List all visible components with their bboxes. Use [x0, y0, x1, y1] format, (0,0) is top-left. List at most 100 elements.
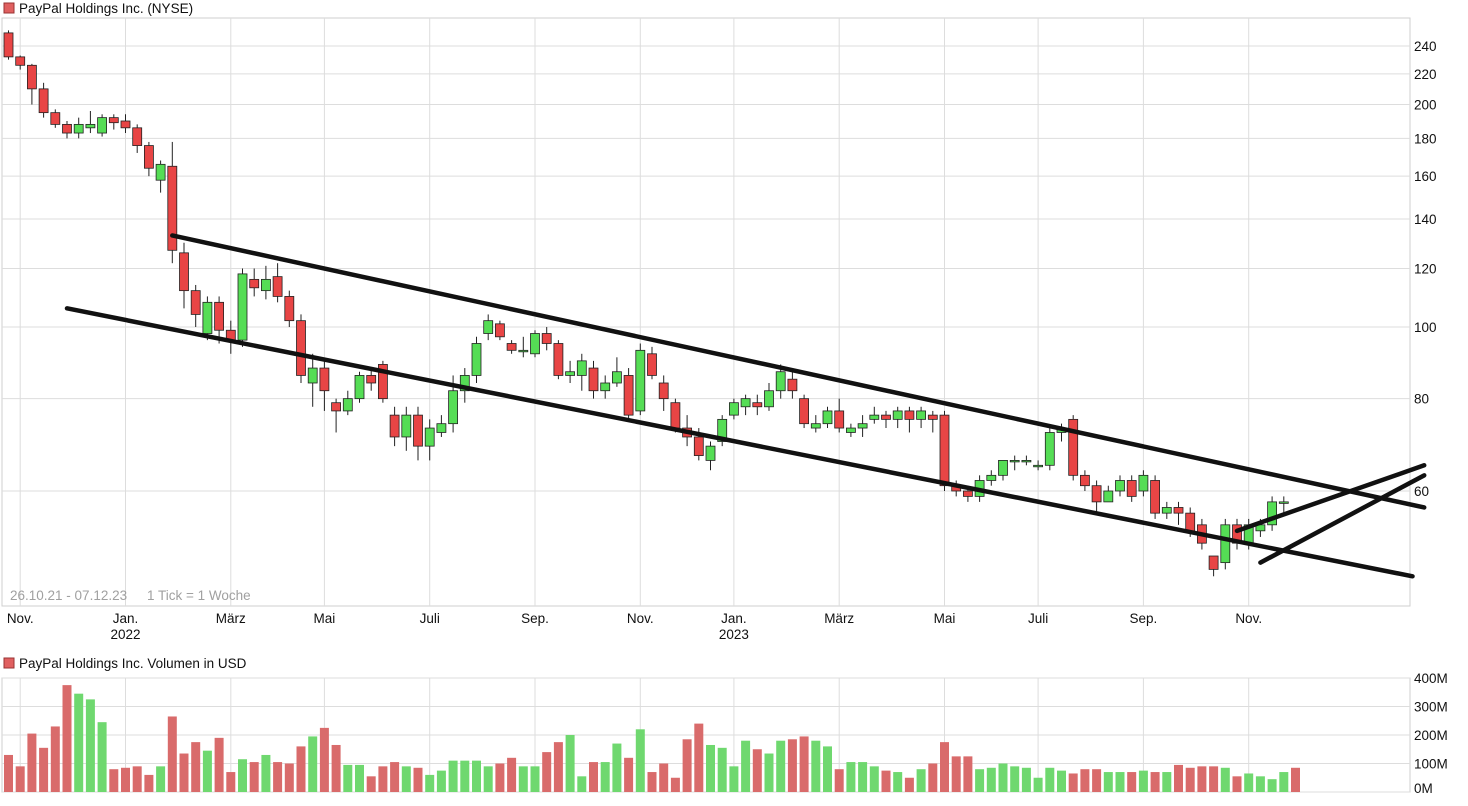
price-y-tick-label: 80	[1414, 392, 1429, 407]
candle	[97, 114, 107, 137]
volume-bar	[799, 736, 809, 792]
price-y-tick-label: 240	[1414, 39, 1437, 54]
candle	[249, 268, 260, 297]
candle-body-down	[1173, 507, 1184, 514]
volume-bar	[811, 740, 821, 792]
price-y-axis: 240 220 200 180 160 140 120 100 80 60	[1414, 39, 1437, 499]
candle-body-up	[916, 410, 926, 420]
volume-bar	[144, 774, 154, 792]
candle-body-down	[670, 402, 681, 429]
candle	[342, 390, 353, 416]
volume-bar	[858, 762, 868, 792]
candle-body-down	[658, 382, 669, 400]
candle-body-down	[143, 145, 154, 169]
candle	[822, 406, 833, 429]
volume-bar	[214, 737, 224, 792]
candle-body-down	[377, 364, 388, 400]
candle	[202, 296, 213, 341]
candle-body-up	[448, 390, 459, 425]
candle-body-up	[342, 398, 353, 412]
volume-bar	[238, 759, 247, 792]
candle	[998, 460, 1008, 481]
candle-body-up	[998, 460, 1008, 476]
volume-bar	[1080, 769, 1090, 792]
volume-bar	[1267, 779, 1277, 792]
date-range-label: 26.10.21 - 07.12.23	[10, 588, 127, 603]
volume-bar	[869, 766, 879, 792]
candle-body-down	[50, 112, 61, 125]
candle-body-up	[1033, 464, 1043, 468]
candle	[50, 109, 61, 128]
candle-body-up	[202, 301, 213, 334]
candle-body-up	[237, 273, 248, 341]
candle-body-down	[62, 123, 72, 134]
candle	[1278, 496, 1289, 514]
volume-bar	[986, 767, 996, 792]
volume-bar	[612, 743, 622, 792]
volume-bar	[717, 747, 727, 792]
volume-bar	[1115, 772, 1125, 792]
candlestick-series	[3, 30, 1289, 577]
candle-body-down	[296, 320, 306, 376]
candle	[237, 268, 248, 347]
volume-bar	[39, 747, 49, 792]
volume-bar	[390, 762, 400, 792]
volume-bar	[4, 754, 13, 792]
candle-body-down	[1091, 485, 1102, 503]
candle-body-down	[413, 414, 423, 447]
candle-body-up	[576, 360, 587, 376]
candle-body-down	[272, 276, 283, 297]
candle	[506, 340, 517, 354]
volume-bar	[1174, 764, 1183, 792]
candle-body-down	[3, 32, 14, 58]
volume-bar	[1209, 766, 1219, 792]
volume-bar	[425, 774, 435, 792]
candle	[120, 114, 131, 134]
candle	[530, 330, 540, 358]
candle	[1033, 460, 1043, 471]
volume-bar	[1244, 773, 1254, 792]
candle	[483, 314, 494, 341]
candle	[846, 423, 856, 437]
candle	[319, 360, 330, 411]
candle-body-up	[986, 474, 997, 481]
candle-body-down	[904, 410, 915, 420]
candle-body-up	[775, 371, 786, 392]
candle	[155, 160, 166, 193]
candle	[284, 290, 295, 328]
candle-body-down	[1185, 512, 1196, 532]
candle	[132, 124, 143, 153]
candle	[1138, 470, 1149, 497]
volume-bar	[1057, 770, 1066, 792]
candle-body-up	[822, 410, 833, 425]
candle-body-up	[424, 427, 435, 447]
volume-bar	[530, 766, 540, 792]
candle	[1150, 475, 1160, 519]
price-gridlines	[2, 18, 1410, 606]
candle-body-up	[869, 414, 880, 420]
price-y-tick-label: 200	[1414, 98, 1437, 113]
price-x-tick-label: Juli	[1028, 611, 1048, 626]
candle	[576, 353, 587, 391]
volume-bar	[975, 769, 985, 792]
candle	[179, 242, 189, 309]
candle-body-up	[307, 367, 318, 384]
candle	[904, 406, 915, 433]
candle-body-up	[73, 123, 84, 134]
volume-bar	[1220, 767, 1230, 792]
price-x-tick-label: Sep.	[521, 611, 549, 626]
volume-bar	[694, 723, 704, 792]
volume-bar	[553, 742, 563, 792]
volume-bar	[507, 757, 517, 792]
volume-bar	[472, 760, 481, 792]
volume-bar	[319, 727, 329, 792]
candle	[436, 415, 447, 437]
volume-bar	[284, 763, 294, 792]
candle-body-up	[635, 349, 646, 412]
volume-bar	[752, 749, 762, 792]
volume-bar	[97, 722, 107, 792]
candle-body-down	[787, 378, 798, 392]
candle	[799, 394, 809, 429]
volume-bar	[401, 766, 411, 792]
candle	[857, 415, 868, 437]
